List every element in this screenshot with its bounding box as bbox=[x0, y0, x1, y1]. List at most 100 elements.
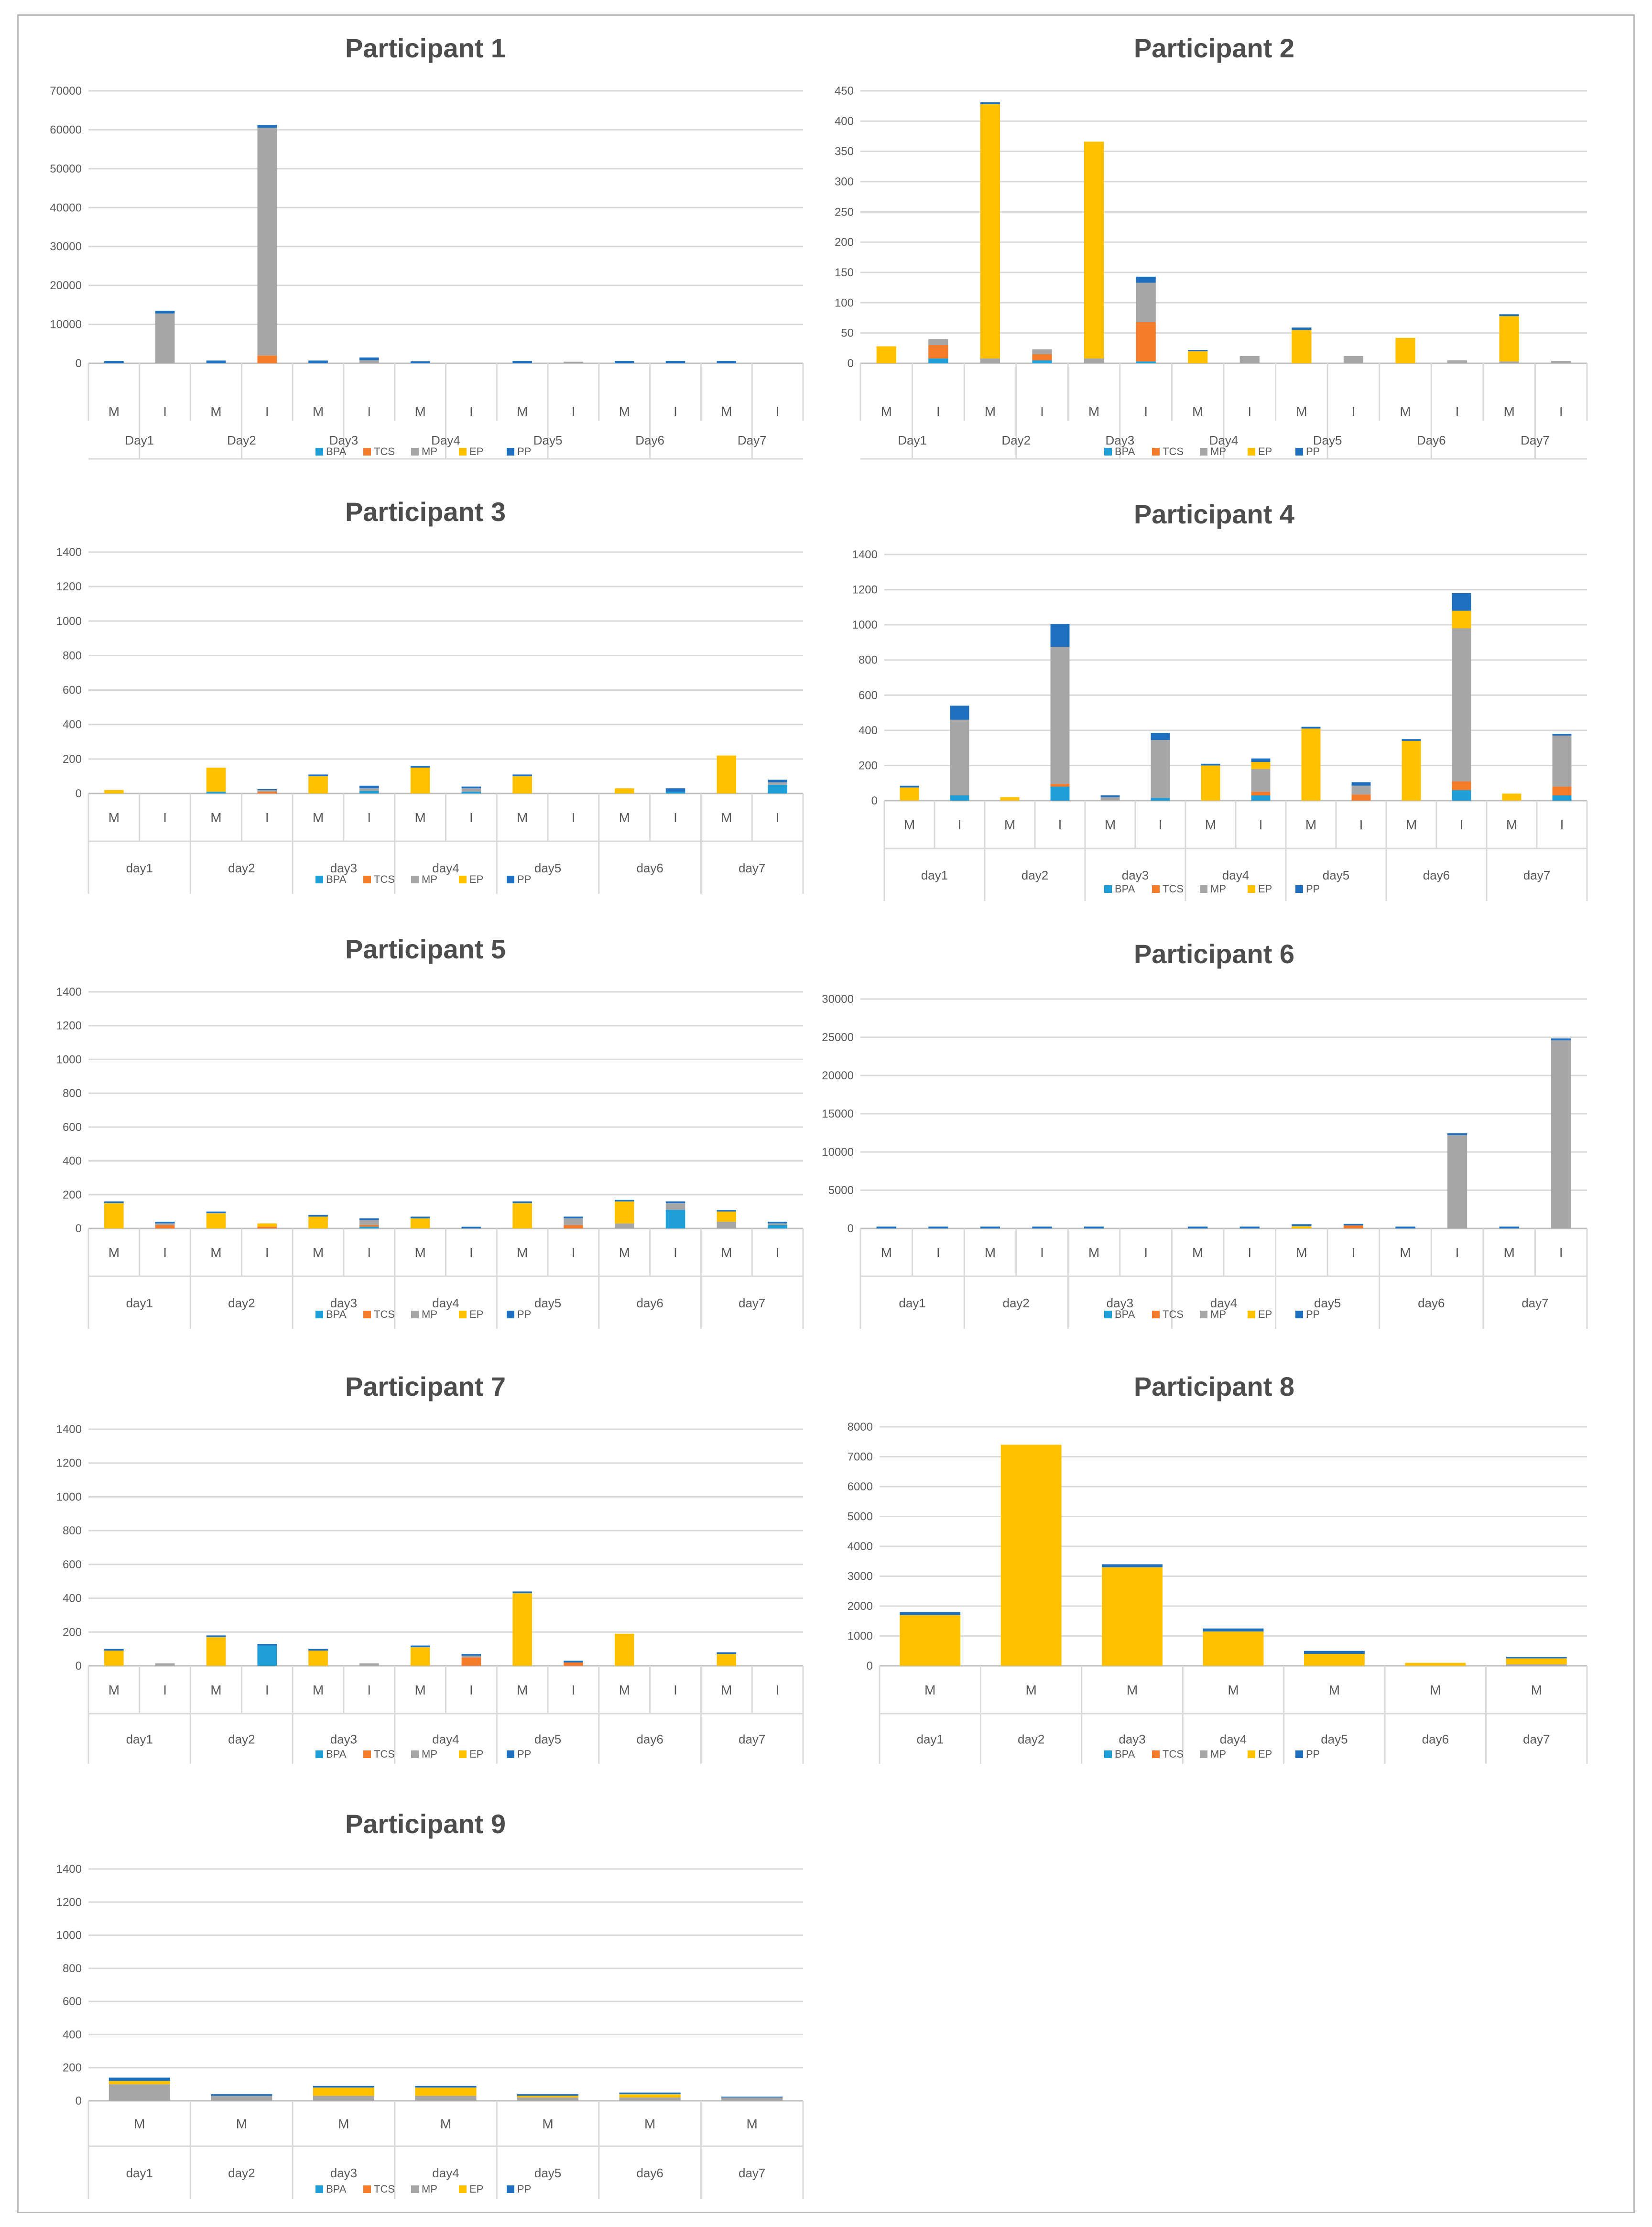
day-label: Day6 bbox=[1417, 433, 1446, 447]
bar-mp bbox=[155, 1663, 175, 1666]
bar-bpa bbox=[1050, 786, 1070, 801]
bar-bpa bbox=[206, 792, 226, 793]
period-label: I bbox=[776, 1245, 780, 1260]
bar-pp bbox=[155, 311, 175, 314]
period-label: I bbox=[1456, 404, 1459, 419]
day-label: day2 bbox=[1018, 1732, 1044, 1747]
legend-label: BPA bbox=[1115, 445, 1135, 457]
y-tick-label: 800 bbox=[63, 1962, 82, 1975]
period-label: M bbox=[1430, 1683, 1441, 1697]
legend-label: MP bbox=[1210, 1748, 1226, 1760]
chart-participant-3: Participant 3 0 200 400 600 800 1000 1200 1400 M I… bbox=[56, 497, 804, 894]
period-label: I bbox=[1058, 817, 1062, 832]
day-label: day1 bbox=[917, 1732, 944, 1747]
period-label: M bbox=[1004, 817, 1015, 832]
bar-mp bbox=[928, 339, 948, 345]
y-tick-label: 1000 bbox=[852, 619, 878, 631]
legend-swatch-pp bbox=[1295, 448, 1303, 456]
bar-pp bbox=[461, 1227, 481, 1228]
period-label: I bbox=[265, 1245, 269, 1260]
day-label: day3 bbox=[330, 1732, 357, 1747]
legend-label: PP bbox=[517, 1308, 531, 1320]
y-tick-label: 0 bbox=[76, 2095, 82, 2108]
bar-pp bbox=[206, 360, 226, 363]
chart-participant-4: Participant 4 0 200 400 600 800 1000 1200 1400 M I… bbox=[852, 499, 1588, 901]
bar-ep bbox=[1000, 1445, 1062, 1666]
period-label: M bbox=[210, 404, 221, 419]
bar-ep bbox=[1292, 1226, 1312, 1228]
chart-title: Participant 1 bbox=[345, 33, 506, 63]
period-label: I bbox=[1460, 817, 1464, 832]
bar-mp bbox=[1351, 785, 1371, 795]
y-tick-label: 1000 bbox=[56, 1053, 82, 1066]
period-label: I bbox=[367, 1245, 371, 1260]
bar-ep bbox=[1188, 351, 1208, 363]
bar-mp bbox=[1551, 1040, 1571, 1228]
period-label: I bbox=[469, 1245, 473, 1260]
bar-pp bbox=[410, 766, 430, 768]
bar-ep bbox=[1251, 762, 1271, 769]
period-label: M bbox=[109, 810, 120, 825]
bar-ep bbox=[512, 776, 532, 793]
day-label: Day3 bbox=[329, 433, 359, 447]
legend-label: BPA bbox=[326, 1748, 347, 1760]
y-tick-label: 2000 bbox=[848, 1600, 873, 1613]
y-tick-label: 30000 bbox=[50, 240, 82, 253]
day-label: Day2 bbox=[227, 433, 256, 447]
legend-label: MP bbox=[1210, 445, 1226, 457]
bar-tcs bbox=[1552, 786, 1572, 795]
bar-mp bbox=[1452, 628, 1471, 782]
bar-bpa bbox=[359, 791, 379, 793]
period-label: M bbox=[313, 1245, 324, 1260]
bar-ep bbox=[1084, 141, 1104, 358]
period-label: M bbox=[985, 1245, 996, 1260]
chart-participant-6: Participant 6 0 5000 10000 15000 20000 25000 30… bbox=[822, 939, 1588, 1329]
legend-label: EP bbox=[469, 1748, 483, 1760]
chart-title: Participant 4 bbox=[1134, 499, 1294, 529]
bar-ep bbox=[313, 2087, 374, 2096]
day-label: day5 bbox=[1321, 1732, 1348, 1747]
legend-label: PP bbox=[517, 1748, 531, 1760]
legend-label: TCS bbox=[1163, 1308, 1184, 1320]
legend-label: TCS bbox=[374, 445, 395, 457]
period-label: I bbox=[1248, 1245, 1251, 1260]
y-tick-label: 0 bbox=[76, 787, 82, 800]
chart-title: Participant 9 bbox=[345, 1809, 506, 1839]
period-label: I bbox=[776, 810, 780, 825]
period-label: M bbox=[414, 1245, 425, 1260]
bar-pp bbox=[257, 125, 277, 128]
y-tick-label: 15000 bbox=[822, 1108, 854, 1120]
bar-pp bbox=[1452, 593, 1471, 611]
period-label: M bbox=[517, 810, 528, 825]
legend-swatch-bpa bbox=[1104, 1750, 1112, 1758]
period-label: M bbox=[721, 404, 732, 419]
bar-mp bbox=[359, 1220, 379, 1225]
period-label: M bbox=[414, 810, 425, 825]
bar-pp bbox=[155, 1221, 175, 1224]
bar-pp bbox=[665, 788, 685, 792]
y-tick-label: 60000 bbox=[50, 123, 82, 136]
chart-title: Participant 2 bbox=[1134, 33, 1294, 63]
bar-ep bbox=[104, 1203, 124, 1228]
legend-swatch-tcs bbox=[363, 448, 371, 456]
bar-bpa bbox=[1251, 795, 1271, 801]
bar-pp bbox=[512, 1201, 532, 1203]
period-label: M bbox=[109, 1683, 120, 1697]
bar-mp bbox=[1343, 356, 1364, 363]
bar-pp bbox=[1499, 1227, 1519, 1228]
period-label: M bbox=[1205, 817, 1216, 832]
bar-mp bbox=[1084, 358, 1104, 363]
period-label: M bbox=[619, 1683, 630, 1697]
day-label: day3 bbox=[1122, 868, 1149, 882]
bar-pp bbox=[206, 1635, 226, 1637]
bar-ep bbox=[410, 767, 430, 793]
day-label: day5 bbox=[534, 1732, 561, 1747]
bar-mp bbox=[1499, 361, 1519, 363]
chart-title: Participant 3 bbox=[345, 497, 506, 527]
day-label: day4 bbox=[1222, 868, 1249, 882]
period-label: M bbox=[1503, 404, 1514, 419]
y-tick-label: 1200 bbox=[852, 584, 878, 597]
period-label: M bbox=[313, 1683, 324, 1697]
y-tick-label: 20000 bbox=[50, 279, 82, 292]
legend-label: BPA bbox=[326, 1308, 347, 1320]
